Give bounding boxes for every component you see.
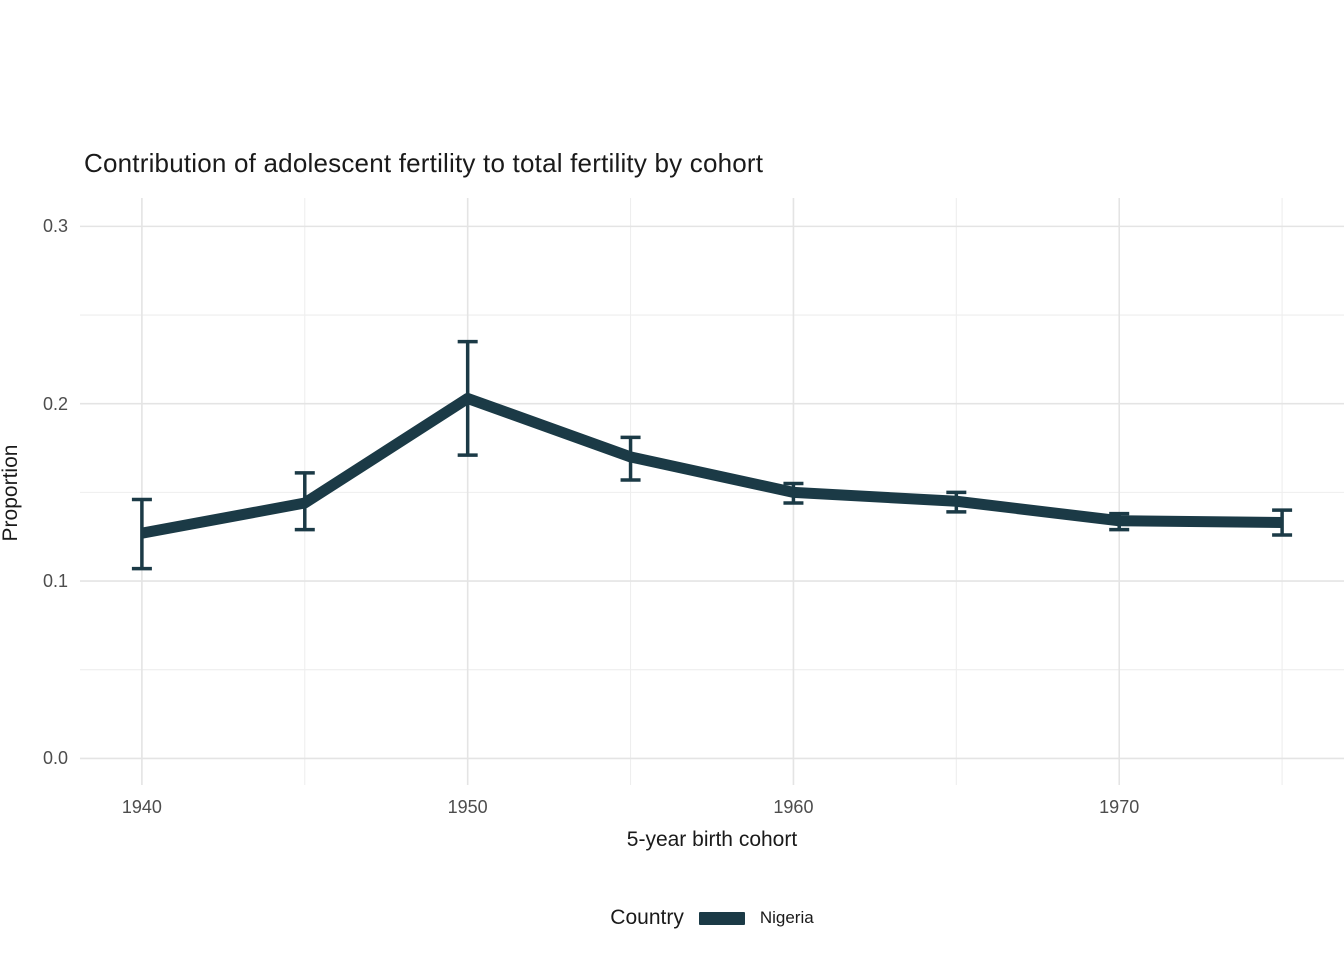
y-tick-label-0.0: 0.0: [42, 748, 68, 769]
legend-title: Country: [610, 906, 684, 929]
x-tick-label-1960: 1960: [773, 797, 814, 817]
y-tick-label-0.3: 0.3: [42, 216, 68, 237]
x-tick-label-1970: 1970: [1099, 797, 1140, 817]
chart-title: Contribution of adolescent fertility to …: [84, 148, 764, 178]
data-line-nigeria: [140, 392, 1283, 539]
gridlines-major: [80, 198, 1344, 785]
y-axis-title: Proportion: [0, 444, 22, 542]
legend-swatch-nigeria: [698, 911, 745, 925]
legend: Country Nigeria: [80, 906, 1344, 930]
x-tick-label-1950: 1950: [447, 797, 488, 817]
x-axis-title: 5-year birth cohort: [626, 828, 798, 851]
y-tick-label-0.1: 0.1: [42, 571, 68, 592]
error-bars: [131, 339, 1293, 571]
x-tick-label-1940: 1940: [121, 797, 162, 817]
gridlines-minor: [80, 198, 1344, 785]
legend-entry-label-nigeria: Nigeria: [759, 908, 814, 927]
y-tick-label-0.2: 0.2: [42, 393, 68, 414]
